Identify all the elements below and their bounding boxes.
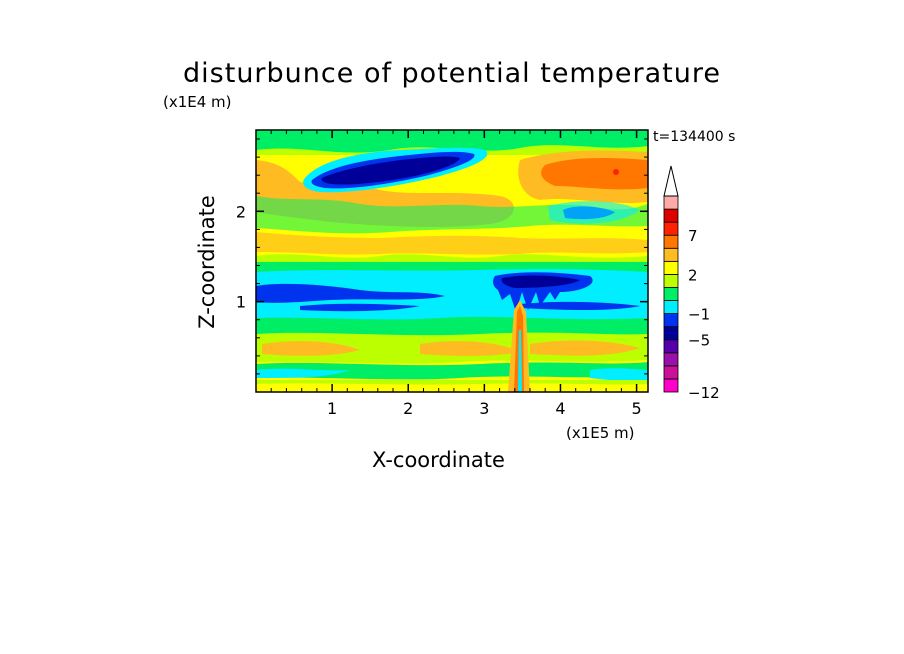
field-upper-negative-darkblue [321,156,460,185]
x-tick-label: 4 [555,399,565,418]
field-upper-right-darkorange [541,157,648,190]
colorbar-label: −1 [688,306,710,324]
x-units-label: (x1E5 m) [566,424,635,442]
colorbar: 7 2 −1 −5 −12 [663,165,720,402]
field-bottom-green [256,362,648,380]
field-mid-orange [256,232,648,255]
colorbar-cell [663,339,679,354]
chart-title: disturbunce of potential temperature [183,58,721,89]
field-green-lower [256,316,648,338]
colorbar-cell [663,260,679,275]
colorbar-cell [663,273,679,288]
colorbar-cell [663,378,679,393]
field-green-band-upper [256,196,648,234]
colorbar-label: −12 [688,384,720,402]
field-top-green [256,130,648,153]
colorbar-label: 7 [688,227,698,245]
time-label: t=134400 s [653,129,736,145]
field-bottom-cyan [256,368,350,378]
field-plume-cyan [518,330,522,392]
y-tick-label: 2 [236,202,246,221]
field-bottom-cyan-right [590,368,648,381]
field-lower-orange-center [420,341,520,356]
field-blue-filament [300,303,420,312]
colorbar-cell [663,221,679,236]
colorbar-cell [663,287,679,301]
colorbar-cell [663,326,679,341]
y-axis-label: Z-coordinate [195,195,219,329]
field-lower-orange-left [262,341,360,356]
colorbar-cell [663,352,679,367]
x-tick-label: 5 [631,399,641,418]
field-bottom-yellow [256,383,648,392]
field-red-spot [613,169,619,175]
field-blue-filament-right [520,301,640,310]
colorbar-cell [663,365,679,380]
field-right-cyan-patch [548,201,640,224]
y-tick-label: 1 [236,293,246,312]
colorbar-cell [663,247,679,262]
contour-field [256,130,648,392]
field-lower-orange-right [530,340,640,356]
field-blue-layer-left [256,283,445,303]
axis-ticks: 1 2 3 4 5 1 2 [236,130,648,418]
colorbar-cell [663,234,679,249]
field-green-wave [256,254,648,262]
colorbar-label: 2 [688,266,698,284]
colorbar-cell [663,208,679,223]
colorbar-label: −5 [688,332,710,350]
colorbar-cell [663,313,679,328]
field-central-darkblue [501,275,580,288]
x-tick-label: 3 [479,399,489,418]
colorbar-cell [663,300,679,314]
y-units-label: (x1E4 m) [163,93,232,111]
x-tick-label: 2 [403,399,413,418]
x-axis-label: X-coordinate [372,448,505,472]
plot-frame [255,129,649,393]
colorbar-extend-arrow [663,165,679,197]
colorbar-cell [663,195,679,210]
x-tick-label: 1 [327,399,337,418]
